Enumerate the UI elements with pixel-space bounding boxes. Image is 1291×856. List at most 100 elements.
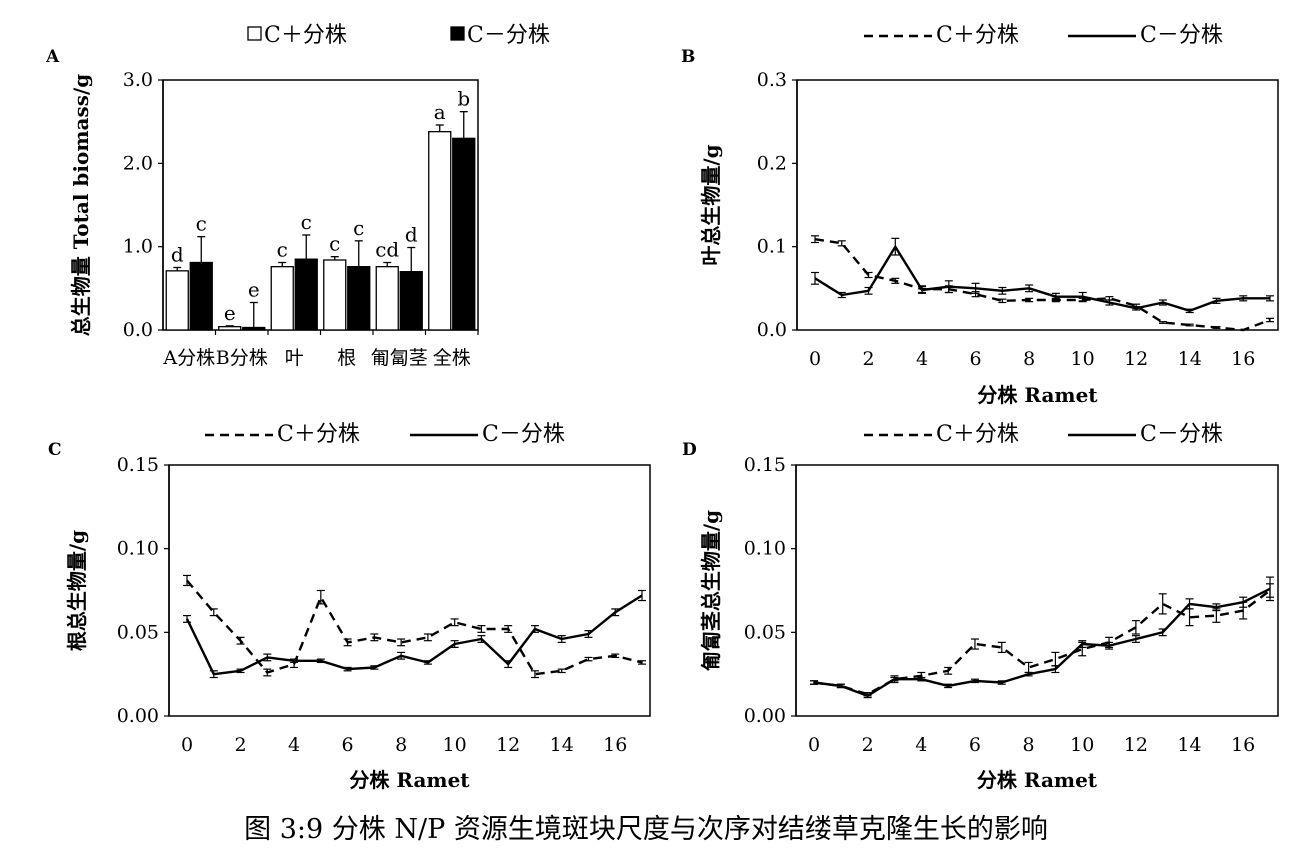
x-tick-label: 16 xyxy=(603,734,627,756)
y-tick-label: 0.3 xyxy=(757,69,787,91)
bar-plus xyxy=(218,326,242,331)
panel-letter: D xyxy=(682,440,697,460)
x-tick-label: 全株 xyxy=(433,347,471,369)
panel-a: A0.01.02.03.0A分株dcB分株ee叶cc根cc匍匐茎cdd全株ab总… xyxy=(45,23,550,369)
legend: C＋分株 C－分株 xyxy=(205,422,565,447)
figure-caption: 图 3:9 分株 N/P 资源生境斑块尺度与次序对结缕草克隆生长的影响 xyxy=(244,814,1048,845)
x-tick-label: A分株 xyxy=(162,347,215,369)
significance-letter: c xyxy=(329,232,340,256)
y-tick-label: 1.0 xyxy=(123,236,153,258)
x-tick-label: 14 xyxy=(1177,734,1201,756)
significance-letter: b xyxy=(457,87,470,111)
x-tick-label: 10 xyxy=(443,734,467,756)
significance-letter: c xyxy=(301,210,312,234)
legend: C＋分株 C－分株 xyxy=(864,422,1223,447)
significance-letter: e xyxy=(248,278,260,302)
panel-letter: B xyxy=(681,47,695,67)
bar-plus xyxy=(375,266,399,331)
x-tick-label: 14 xyxy=(550,734,574,756)
y-tick-label: 0.05 xyxy=(744,621,786,643)
panel-c: C 0.00 0.05 0.10 0.15 0 2 4 6 8 10 12 14 16 根总生物量/g 分株 … xyxy=(48,422,651,792)
bar-minus xyxy=(452,137,476,331)
bar-plus xyxy=(323,259,347,331)
x-tick-label: 8 xyxy=(1023,348,1035,370)
significance-letter: c xyxy=(196,212,207,236)
x-tick-label: 12 xyxy=(496,734,520,756)
series-line-plus xyxy=(186,579,643,676)
y-tick-label: 0.0 xyxy=(123,319,153,341)
plot-frame xyxy=(168,464,651,717)
plot-frame xyxy=(796,79,1279,331)
x-tick-label: 0 xyxy=(809,348,821,370)
legend-label-minus: C－分株 xyxy=(1140,23,1223,48)
x-tick-label: 匍匐茎 xyxy=(371,347,428,369)
x-tick-label: 4 xyxy=(915,734,927,756)
legend-label-plus: C＋分株 xyxy=(936,23,1019,48)
significance-letter: c xyxy=(277,238,288,262)
legend-label-minus: C－分株 xyxy=(1140,422,1223,447)
x-tick-label: 0 xyxy=(808,734,820,756)
bar-minus xyxy=(242,326,266,331)
legend-label-plus: C＋分株 xyxy=(936,422,1019,447)
x-tick-label: 14 xyxy=(1178,348,1202,370)
y-tick-label: 0.2 xyxy=(757,152,787,174)
series-line-minus xyxy=(185,594,643,676)
significance-letter: cd xyxy=(375,238,399,262)
y-tick-label: 0.0 xyxy=(757,319,787,341)
x-axis-title: 分株 Ramet xyxy=(349,768,470,792)
x-tick-label: 8 xyxy=(395,734,407,756)
x-tick-label: 0 xyxy=(181,734,193,756)
x-tick-label: 6 xyxy=(969,734,981,756)
x-tick-label: 4 xyxy=(916,348,928,370)
series-line-plus xyxy=(814,238,1271,332)
bar-minus xyxy=(399,271,423,331)
panel-d: D 0.00 0.05 0.10 0.15 0 2 4 6 8 10 12 14 16 匍匐茎总生物量/g 分… xyxy=(682,422,1279,792)
y-tick-label: 0.10 xyxy=(744,538,786,560)
bar-plus xyxy=(428,131,452,331)
significance-letter: a xyxy=(434,100,446,124)
x-tick-label: 2 xyxy=(234,734,246,756)
x-tick-label: B分株 xyxy=(216,347,268,369)
legend-label-plus: C＋分株 xyxy=(277,422,360,447)
y-tick-label: 3.0 xyxy=(123,69,153,91)
bar-plus xyxy=(270,266,294,331)
x-tick-label: 8 xyxy=(1023,734,1035,756)
y-tick-label: 0.05 xyxy=(117,621,159,643)
y-axis-title: 叶总生物量/g xyxy=(699,144,723,265)
panel-letter: A xyxy=(45,47,60,67)
x-axis-title: 分株 Ramet xyxy=(977,383,1098,407)
legend: C＋分株 C－分株 xyxy=(247,23,550,48)
x-tick-label: 2 xyxy=(862,734,874,756)
x-tick-label: 叶 xyxy=(285,347,304,369)
legend: C＋分株 C－分株 xyxy=(864,23,1223,48)
bar-plus xyxy=(165,270,189,331)
significance-letter: c xyxy=(353,216,364,240)
y-tick-label: 2.0 xyxy=(123,152,153,174)
x-tick-label: 6 xyxy=(970,348,982,370)
x-tick-label: 12 xyxy=(1124,734,1148,756)
bar-minus xyxy=(294,258,318,331)
x-axis-title: 分株 Ramet xyxy=(977,768,1098,792)
plot-frame xyxy=(795,464,1279,717)
y-tick-label: 0.1 xyxy=(757,236,787,258)
x-tick-label: 10 xyxy=(1070,734,1094,756)
significance-letter: e xyxy=(224,301,236,325)
y-axis-title: 总生物量 Total biomass/g xyxy=(69,74,93,337)
y-tick-label: 0.00 xyxy=(744,705,786,727)
x-tick-label: 16 xyxy=(1231,734,1255,756)
x-tick-label: 根 xyxy=(337,347,356,369)
x-tick-label: 16 xyxy=(1231,348,1255,370)
legend-swatch-plus xyxy=(247,26,262,41)
panel-letter: C xyxy=(48,440,62,460)
legend-label-minus: C－分株 xyxy=(482,422,565,447)
legend-swatch-minus xyxy=(450,26,465,41)
panel-b: B 0.0 0.1 0.2 0.3 0 2 4 6 8 10 12 14 16 叶总生物量/g 分株 Rame… xyxy=(681,23,1279,407)
bar-minus xyxy=(347,266,371,331)
y-tick-label: 0.10 xyxy=(117,538,159,560)
bar-minus xyxy=(189,261,213,331)
y-tick-label: 0.00 xyxy=(117,705,159,727)
x-tick-label: 6 xyxy=(342,734,354,756)
y-tick-label: 0.15 xyxy=(744,454,786,476)
series-line-minus xyxy=(814,245,1270,312)
